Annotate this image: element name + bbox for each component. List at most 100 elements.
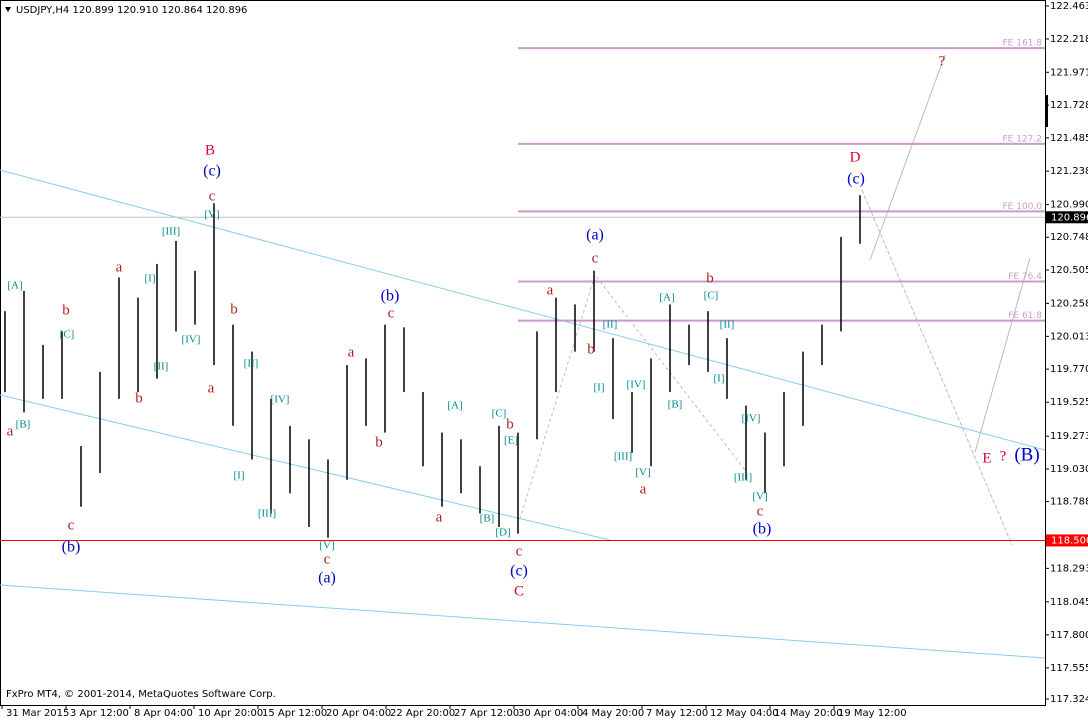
x-tick-label: 7 May 12:00 [646, 708, 708, 719]
projection-line [974, 257, 1031, 453]
x-tick-label: 20 Apr 04:00 [326, 708, 391, 719]
y-tick-label: 119.030 [1050, 464, 1088, 475]
x-tick-label: 22 Apr 20:00 [390, 708, 455, 719]
wave-label: [D] [495, 527, 510, 539]
y-tick-label: 118.788 [1050, 497, 1088, 508]
wave-label: (B) [1014, 444, 1039, 465]
y-tick-label: 120.013 [1050, 331, 1088, 342]
price-box [1046, 211, 1088, 224]
y-tick-label: 119.770 [1050, 364, 1088, 375]
wave-label: a [640, 481, 647, 497]
wave-label: [IV] [182, 334, 201, 346]
wave-label: a [116, 259, 123, 275]
y-tick-label: 122.463 [1050, 1, 1088, 12]
wave-label: [III] [614, 451, 632, 463]
y-tick-label: 121.238 [1050, 166, 1088, 177]
wave-label: D [850, 149, 861, 165]
y-tick-label: 118.045 [1050, 597, 1088, 608]
y-tick-label: 120.990 [1050, 200, 1088, 211]
wave-label: (c) [510, 563, 528, 580]
y-tick-label: 121.485 [1050, 133, 1088, 144]
wave-label: (b) [62, 539, 81, 556]
channel-line [0, 169, 1046, 451]
fib-label: FE 127.2 [1003, 134, 1043, 144]
y-tick-label: 119.525 [1050, 397, 1088, 408]
scroll-marker [1045, 95, 1048, 127]
wave-label: [B] [16, 419, 31, 431]
y-tick-label: 117.324 [1050, 694, 1088, 705]
x-tick-label: 30 Apr 04:00 [518, 708, 583, 719]
channel-line [0, 394, 611, 541]
wave-label: c [209, 188, 216, 204]
x-tick-label: 14 May 20:00 [774, 708, 843, 719]
wave-label: c [757, 503, 764, 519]
wave-label: [B] [480, 513, 495, 525]
wave-label: b [135, 390, 143, 406]
wave-label: c [388, 305, 395, 321]
wave-label: [V] [635, 467, 650, 479]
wave-label: b [375, 434, 383, 450]
chart-title: USDJPY,H4 120.899 120.910 120.864 120.89… [16, 5, 247, 16]
footer: FxPro MT4, © 2001-2014, MetaQuotes Softw… [6, 689, 276, 700]
y-tick-label: 122.218 [1050, 34, 1088, 45]
menu-arrow [5, 7, 11, 12]
wave-label: E [982, 450, 991, 466]
wave-label: [III] [258, 508, 276, 520]
x-tick-label: 10 Apr 20:00 [198, 708, 263, 719]
projection-lines [517, 54, 1031, 546]
wave-label: a [7, 423, 14, 439]
x-tick-label: 27 Apr 12:00 [454, 708, 519, 719]
y-tick-label: 119.273 [1050, 431, 1088, 442]
wave-label: [C] [492, 408, 507, 420]
wave-label: [I] [594, 382, 605, 394]
wave-label: [IV] [271, 394, 290, 406]
wave-label: a [547, 282, 554, 298]
plot-frame [0, 0, 1046, 706]
wave-label: [A] [659, 292, 674, 304]
wave-label: [IV] [627, 379, 646, 391]
wave-label: (c) [847, 171, 865, 188]
wave-label: (c) [203, 163, 221, 180]
wave-label: a [348, 344, 355, 360]
wave-label: C [514, 583, 524, 599]
fib-label: FE 161.8 [1003, 39, 1043, 49]
wave-label: [E] [504, 435, 518, 447]
wave-label: [A] [7, 280, 22, 292]
x-tick-label: 3 Apr 12:00 [70, 708, 129, 719]
support-label: 118.500 [1051, 535, 1088, 546]
x-tick-label: 19 May 12:00 [838, 708, 907, 719]
x-tick-label: 4 May 20:00 [582, 708, 644, 719]
wave-label: [II] [603, 319, 618, 331]
fib-label: FE 100.0 [1003, 202, 1043, 212]
y-tick-label: 117.555 [1050, 663, 1088, 674]
wave-label: [II] [720, 319, 735, 331]
wave-label: c [592, 250, 599, 266]
y-tick-label: 120.258 [1050, 298, 1088, 309]
x-tick-label: 12 May 04:00 [710, 708, 779, 719]
wave-label: [III] [734, 472, 752, 484]
wave-label: [IV] [742, 413, 761, 425]
wave-label: [II] [154, 361, 169, 373]
wave-label: (a) [318, 570, 336, 587]
wave-label: [V] [204, 209, 219, 221]
wave-label: (b) [753, 521, 772, 538]
wave-label: [III] [162, 226, 180, 238]
wave-label: (a) [586, 227, 604, 244]
wave-label: B [205, 142, 215, 158]
fib-label: FE 76.4 [1008, 272, 1042, 282]
wave-label: b [587, 341, 595, 357]
wave-label: [I] [714, 373, 725, 385]
projection-line [861, 189, 1013, 546]
x-tick-label: 15 Apr 12:00 [262, 708, 327, 719]
wave-label: b [506, 416, 514, 432]
wave-label: b [230, 301, 238, 317]
wave-label: a [208, 380, 215, 396]
wave-label: [V] [752, 491, 767, 503]
x-tick-label: 8 Apr 04:00 [134, 708, 193, 719]
y-tick-label: 120.748 [1050, 232, 1088, 243]
wave-label: [II] [244, 358, 259, 370]
wave-label: b [62, 302, 70, 318]
projection-line [869, 54, 946, 261]
x-tick-label: 31 Mar 2015 [6, 708, 69, 719]
